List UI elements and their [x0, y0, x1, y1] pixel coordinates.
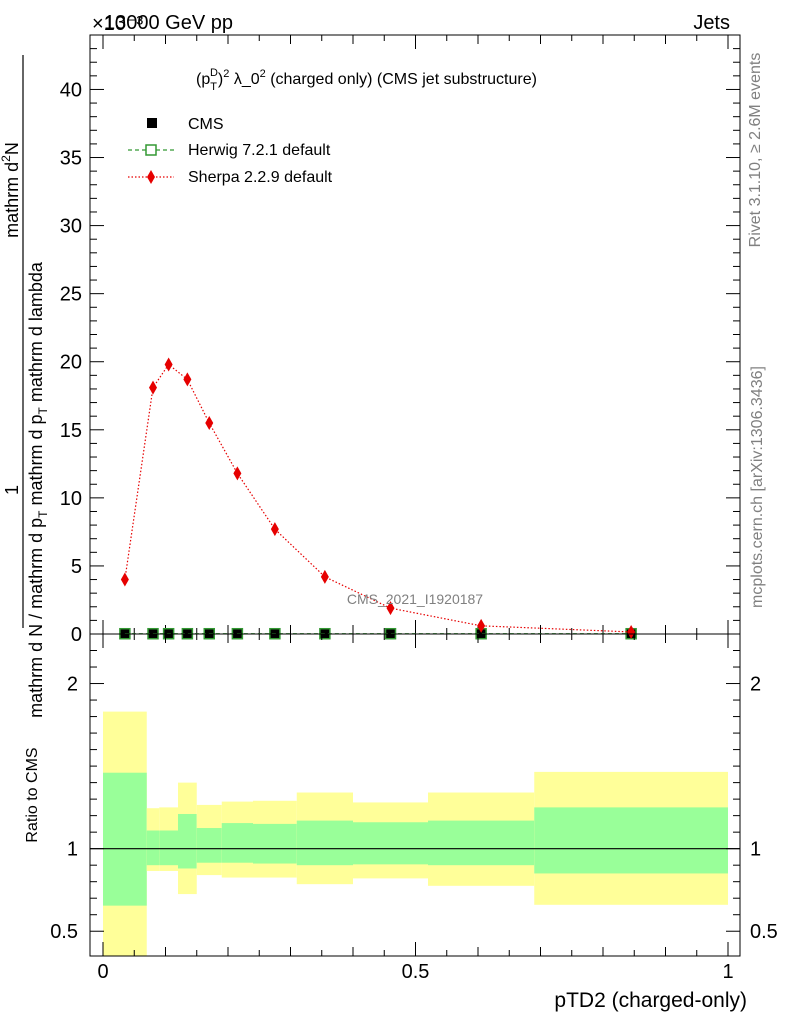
ratio-inner-band: [178, 813, 197, 869]
sherpa-point: [205, 415, 214, 430]
ylabel-numerator-group: mathrm d2N: [0, 142, 22, 238]
sherpa-point: [386, 601, 395, 616]
x-axis-label: pTD2 (charged-only): [554, 989, 747, 1012]
ratio-panel: 0.5 0.51 12 2 0 0.5 1 Ratio to CMS pTD2 (char…: [24, 633, 778, 1012]
legend-cms-label: CMS: [188, 116, 224, 133]
legend: CMS Herwig 7.2.1 default Sherpa 2.2.9 de…: [128, 116, 333, 186]
legend-sherpa-label: Sherpa 2.2.9 default: [188, 169, 333, 186]
process-label: Jets: [693, 12, 730, 34]
ratio-inner-band: [221, 823, 253, 863]
ylabel-one: 1: [2, 485, 22, 495]
sherpa-point: [627, 624, 636, 639]
plot-title: (pTD)2 λ_02 (charged only) (CMS jet subs…: [196, 67, 537, 93]
main-y-tick-label: 30: [60, 216, 82, 238]
ylabel-denominator: mathrm d N / mathrm d pT mathrm d pT mat…: [26, 261, 50, 718]
main-y-tick-label: 40: [60, 79, 82, 101]
ratio-inner-band: [146, 830, 160, 866]
sherpa-point: [320, 569, 329, 584]
exponent-label: ×10⁻³: [92, 13, 143, 35]
main-y-tick-label: 20: [60, 352, 82, 374]
main-y-axis-label: 1 mathrm d N / mathrm d pT mathrm d pT m…: [2, 55, 50, 718]
ratio-y-tick-label: 0.5: [50, 921, 78, 943]
ratio-x-ticks: 0 0.5 1: [97, 634, 734, 983]
ratio-inner-band: [253, 823, 297, 864]
ylabel-numerator: mathrm d2N: [0, 142, 22, 238]
ratio-y-tick-label-right: 1: [750, 839, 761, 861]
sherpa-point: [183, 372, 192, 387]
legend-sherpa-marker: [147, 170, 155, 184]
ratio-inner-band: [196, 828, 222, 863]
ratio-y-tick-label-right: 2: [750, 674, 761, 696]
main-y-tick-label: 25: [60, 284, 82, 306]
sherpa-line: [124, 363, 632, 633]
ratio-inner-band: [428, 820, 535, 866]
energy-label: 13000 GeV pp: [104, 12, 233, 34]
main-y-tick-label: 15: [60, 420, 82, 442]
main-y-tick-label: 5: [71, 556, 82, 578]
ratio-inner-band: [534, 807, 728, 874]
ratio-inner-band: [353, 822, 428, 865]
main-y-tick-label: 0: [71, 624, 82, 646]
rivet-label: Rivet 3.1.10, ≥ 2.6M events: [747, 53, 764, 248]
ratio-inner-band: [296, 820, 353, 866]
analysis-watermark: CMS_2021_I1920187: [347, 591, 483, 607]
main-y-ticks: 0 5 10 15 20 25 30 35 40: [60, 48, 740, 646]
mcplots-label: mcplots.cern.ch [arXiv:1306.3436]: [749, 366, 766, 608]
ratio-inner-band: [103, 772, 147, 906]
legend-cms-marker: [147, 118, 157, 128]
x-tick-label: 1: [722, 961, 733, 983]
sherpa-point: [149, 380, 157, 395]
ratio-bands: [103, 711, 728, 956]
x-tick-label: 0.5: [402, 961, 430, 983]
legend-herwig-marker: [145, 144, 157, 156]
sherpa-point: [164, 357, 173, 372]
ratio-inner-band: [159, 830, 178, 866]
main-y-tick-label: 10: [60, 488, 82, 510]
main-x-ticks: [102, 35, 729, 634]
sherpa-point: [233, 466, 242, 481]
ratio-y-tick-label: 1: [67, 839, 78, 861]
sherpa-point: [477, 618, 486, 633]
sherpa-point: [120, 572, 129, 587]
ratio-y-tick-label-right: 0.5: [750, 921, 778, 943]
x-tick-label: 0: [97, 961, 108, 983]
main-panel: 0 5 10 15 20 25 30 35 40 (pTD)2 λ_02 (charged on…: [2, 34, 741, 718]
sherpa-point: [270, 522, 279, 537]
ratio-y-axis-label: Ratio to CMS: [24, 747, 41, 842]
legend-herwig-label: Herwig 7.2.1 default: [188, 142, 331, 159]
ratio-y-ticks: 0.5 0.5 1 1 2 2: [50, 650, 778, 943]
main-y-tick-label: 35: [60, 148, 82, 170]
ratio-y-tick-label: 2: [67, 674, 78, 696]
